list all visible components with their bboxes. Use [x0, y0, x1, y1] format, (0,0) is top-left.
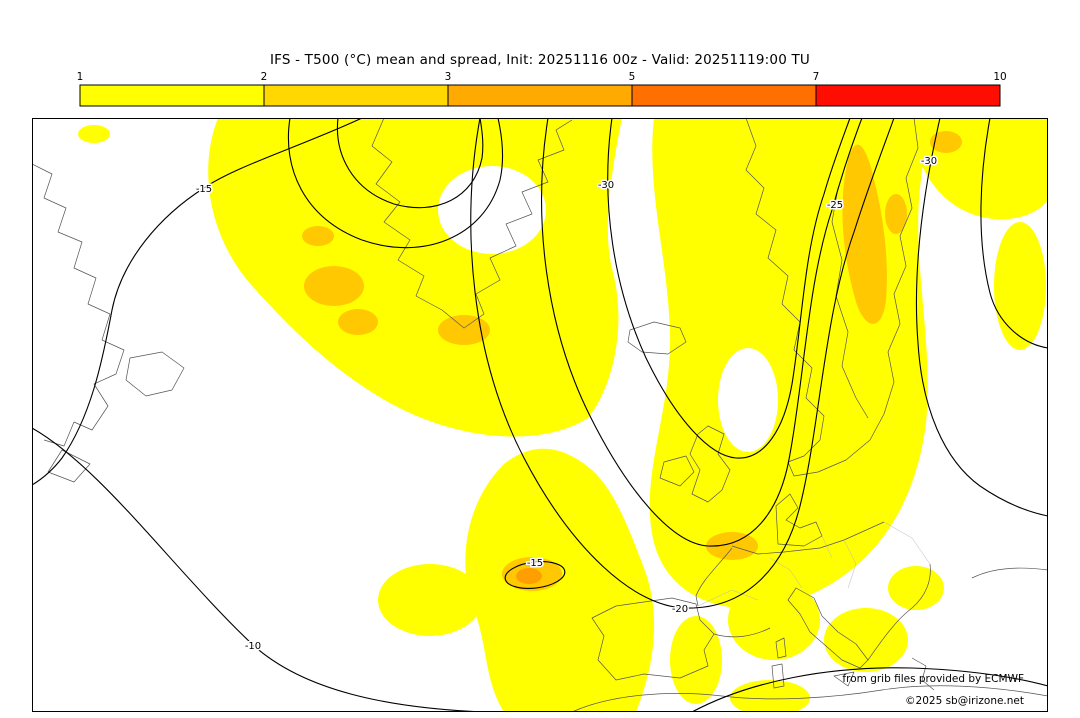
colorbar-segment [631, 84, 817, 107]
contour-labels: -15 -30 -25 -30 -20 -10 -15 [194, 155, 938, 654]
colorbar-tick-labels: 1 2 3 5 7 10 [77, 71, 1007, 83]
mean-contours [32, 118, 1048, 712]
colorbar-tick-label: 1 [77, 71, 84, 83]
contour-label: -25 [827, 200, 843, 211]
colorbar-segment [447, 84, 633, 107]
contour-label: -30 [921, 156, 937, 167]
country-borders [697, 521, 931, 607]
chart-title: IFS - T500 (°C) mean and spread, Init: 2… [269, 52, 811, 68]
map-canvas: -15 -30 -25 -30 -20 -10 -15 from grib fi… [32, 118, 1048, 712]
colorbar-segment [815, 84, 1001, 107]
spread-shading [78, 118, 1048, 712]
colorbar-tick-label: 3 [445, 71, 452, 83]
contour-label: -30 [598, 180, 614, 191]
contour-label: -15 [196, 184, 212, 195]
credit-ecmwf: from grib files provided by ECMWF [842, 673, 1024, 685]
contour-label: -10 [245, 641, 261, 652]
coastlines [32, 118, 1048, 712]
map-frame [32, 118, 1048, 712]
colorbar-segment [79, 84, 265, 107]
spread-colorbar: 1 2 3 5 7 10 [77, 71, 1007, 107]
colorbar-segment [263, 84, 449, 107]
colorbar-tick-label: 10 [993, 71, 1006, 83]
colorbar-segments [79, 84, 1001, 107]
contour-label: -20 [672, 604, 688, 615]
colorbar-tick-label: 5 [629, 71, 636, 83]
credit-copyright: ©2025 sb@irizone.net [905, 695, 1024, 707]
contour-label: -15 [527, 558, 543, 569]
colorbar-tick-label: 7 [813, 71, 820, 83]
colorbar-tick-label: 2 [261, 71, 268, 83]
